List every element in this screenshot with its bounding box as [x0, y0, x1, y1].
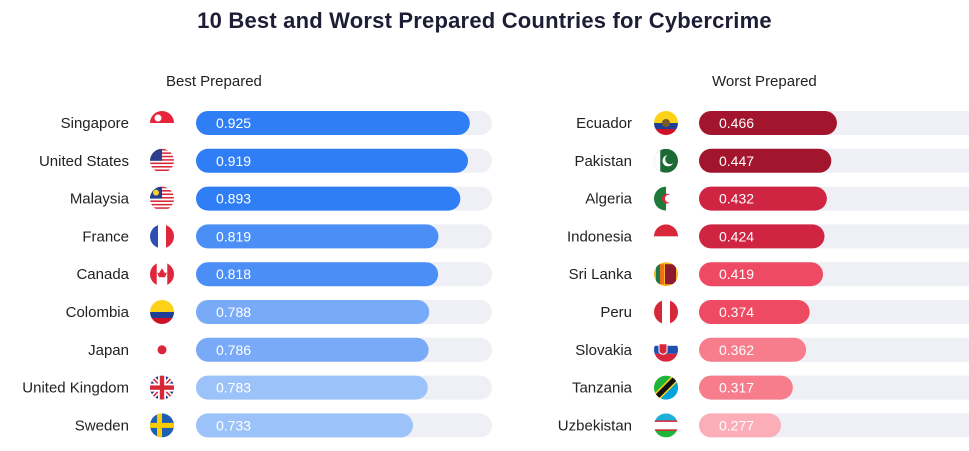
japan-flag-icon [150, 337, 174, 362]
chart-row: Tanzania 0.317 [572, 375, 969, 400]
bar [196, 262, 439, 287]
bar [699, 262, 824, 287]
data-label: 0.447 [719, 153, 754, 169]
country-label: Colombia [66, 304, 130, 321]
colombia-flag-icon [150, 300, 174, 324]
best-prepared-header: Best Prepared [166, 73, 262, 90]
data-label: 0.819 [216, 228, 251, 244]
chart-row: Pakistan 0.447 [574, 148, 969, 173]
country-label: Sweden [75, 417, 129, 434]
chart-row: United States 0.919 [39, 148, 492, 173]
bar [699, 224, 825, 249]
data-label: 0.786 [216, 342, 251, 358]
chart-title: 10 Best and Worst Prepared Countries for… [197, 8, 772, 33]
chart-row: Slovakia 0.362 [575, 337, 969, 362]
data-label: 0.788 [216, 304, 251, 320]
france-flag-icon [150, 224, 174, 249]
data-label: 0.733 [216, 417, 251, 433]
data-label: 0.277 [719, 417, 754, 433]
country-label: Algeria [585, 191, 632, 208]
bar [699, 111, 837, 135]
chart-row: Japan 0.786 [88, 337, 492, 362]
data-label: 0.893 [216, 191, 251, 207]
chart-row: Ecuador 0.466 [576, 111, 969, 135]
sweden-flag-icon [150, 413, 174, 438]
data-label: 0.783 [216, 380, 251, 396]
bar [699, 300, 810, 324]
malaysia-flag-icon [150, 186, 174, 211]
data-label: 0.419 [719, 266, 754, 282]
ecuador-flag-icon [654, 111, 678, 135]
bar [699, 413, 781, 438]
bar [196, 413, 413, 438]
country-label: Peru [600, 304, 632, 321]
canada-flag-icon [150, 262, 174, 287]
data-label: 0.925 [216, 115, 251, 131]
chart-row: Sweden 0.733 [75, 413, 492, 438]
singapore-flag-icon [150, 111, 174, 135]
bar [699, 337, 807, 362]
data-label: 0.919 [216, 153, 251, 169]
worst-prepared-header: Worst Prepared [712, 73, 817, 90]
chart-row: Indonesia 0.424 [567, 224, 969, 249]
sri-lanka-flag-icon [654, 262, 678, 287]
data-label: 0.466 [719, 115, 754, 131]
bar [196, 111, 470, 135]
data-label: 0.362 [719, 342, 754, 358]
bar [699, 375, 793, 400]
chart-row: Sri Lanka 0.419 [569, 262, 969, 287]
bar [699, 186, 827, 211]
country-label: Tanzania [572, 380, 633, 397]
chart-row: Peru 0.374 [600, 300, 969, 324]
usa-flag-icon [150, 148, 174, 173]
country-label: Uzbekistan [558, 417, 632, 434]
country-label: Canada [76, 266, 129, 283]
country-label: United Kingdom [22, 380, 129, 397]
country-label: Singapore [61, 115, 129, 132]
data-label: 0.424 [719, 228, 754, 244]
bar [699, 148, 832, 173]
data-label: 0.374 [719, 304, 754, 320]
bar [196, 186, 461, 211]
algeria-flag-icon [654, 186, 678, 211]
tanzania-flag-icon [654, 375, 678, 400]
chart-row: France 0.819 [82, 224, 492, 249]
country-label: Slovakia [575, 342, 632, 359]
indonesia-flag-icon [654, 224, 678, 249]
panel-best-prepared: Singapore 0.925 United States 0.919 Malaysia… [22, 111, 492, 438]
bar [196, 375, 428, 400]
country-label: Pakistan [574, 153, 632, 170]
data-label: 0.432 [719, 191, 754, 207]
country-label: United States [39, 153, 129, 170]
uk-flag-icon [150, 375, 174, 400]
country-label: Malaysia [70, 191, 130, 208]
chart-row: Canada 0.818 [76, 262, 492, 287]
country-label: Ecuador [576, 115, 632, 132]
pakistan-flag-icon [654, 148, 678, 173]
peru-flag-icon [654, 300, 678, 324]
country-label: Sri Lanka [569, 266, 633, 283]
data-label: 0.818 [216, 266, 251, 282]
bar [196, 337, 429, 362]
chart-row: Colombia 0.788 [66, 300, 492, 324]
bar [196, 148, 469, 173]
country-label: Indonesia [567, 228, 633, 245]
slovakia-flag-icon [654, 337, 678, 362]
country-label: Japan [88, 342, 129, 359]
uzbekistan-flag-icon [654, 413, 678, 438]
chart-row: Malaysia 0.893 [70, 186, 492, 211]
bar [196, 300, 430, 324]
panel-worst-prepared: Ecuador 0.466 Pakistan 0.447 Algeria 0.432 Ind… [558, 111, 969, 438]
chart-row: Singapore 0.925 [61, 111, 492, 135]
data-label: 0.317 [719, 380, 754, 396]
bar [196, 224, 439, 249]
country-label: France [82, 228, 129, 245]
chart-row: Algeria 0.432 [585, 186, 969, 211]
chart-row: Uzbekistan 0.277 [558, 413, 969, 438]
chart-row: United Kingdom 0.783 [22, 375, 492, 400]
